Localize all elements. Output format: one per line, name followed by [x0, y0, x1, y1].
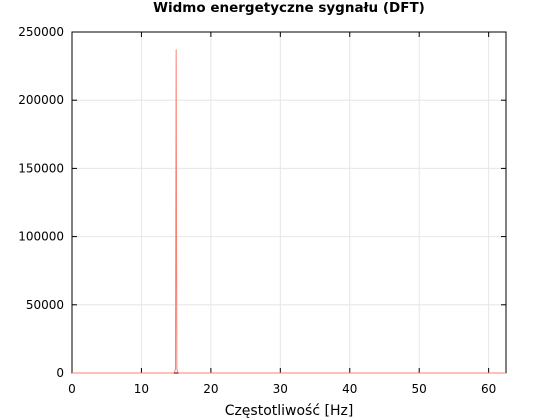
- x-tick-label: 0: [68, 382, 76, 396]
- y-tick-label: 200000: [18, 93, 64, 107]
- y-tick-label: 250000: [18, 25, 64, 39]
- chart-title: Widmo energetyczne sygnału (DFT): [153, 0, 425, 16]
- x-tick-label: 30: [273, 382, 288, 396]
- y-tick-label: 50000: [26, 298, 64, 312]
- y-tick-label: 150000: [18, 161, 64, 175]
- x-tick-label: 50: [412, 382, 427, 396]
- y-tick-label: 0: [56, 366, 64, 380]
- x-tick-label: 20: [203, 382, 218, 396]
- y-axis: 0 50000 100000 150000 200000 250000: [18, 25, 506, 380]
- plot-frame: [71, 31, 507, 374]
- x-tick-label: 40: [342, 382, 357, 396]
- series-group: [72, 49, 506, 374]
- y-tick-label: 100000: [18, 230, 64, 244]
- grid: [71, 31, 506, 374]
- x-tick-label: 60: [481, 382, 496, 396]
- x-tick-label: 10: [134, 382, 149, 396]
- series-line: [72, 49, 506, 374]
- x-axis: 0 10 20 30 40 50 60: [68, 32, 496, 396]
- x-axis-label: Częstotliwość [Hz]: [225, 403, 354, 419]
